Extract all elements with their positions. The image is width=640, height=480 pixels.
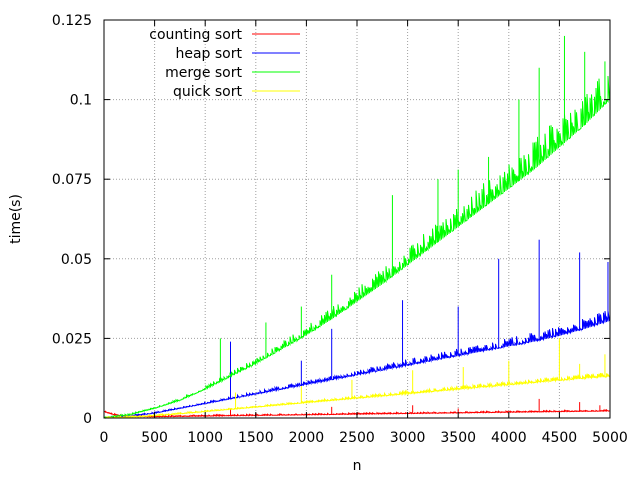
legend-item-quick-sort: quick sort (173, 84, 300, 100)
series-quick-sort (103, 338, 610, 419)
series-line-counting-sort (103, 408, 610, 418)
x-axis-label: n (353, 458, 362, 474)
x-tick-label: 3500 (440, 430, 476, 446)
tick-labels: 0 500 1000 1500 2000 2500 3000 3500 4000 4500 5000… (52, 13, 628, 446)
series-line-merge-sort (103, 75, 610, 419)
x-tick-label: 2000 (289, 430, 325, 446)
series-merge-sort (103, 35, 610, 419)
legend-label: merge sort (165, 65, 242, 81)
series-counting-sort (103, 398, 610, 418)
y-tick-label: 0.125 (52, 13, 92, 29)
y-tick-label: 0.1 (70, 93, 92, 109)
y-tick-label: 0 (83, 411, 92, 427)
x-tick-label: 5000 (592, 430, 628, 446)
series-line-quick-sort (103, 372, 610, 419)
x-tick-label: 1500 (238, 430, 274, 446)
y-tick-label: 0.075 (52, 172, 92, 188)
legend-item-counting-sort: counting sort (149, 27, 300, 43)
y-tick-label: 0.05 (61, 252, 92, 268)
x-tick-label: 4500 (542, 430, 578, 446)
series-layer (103, 35, 610, 419)
legend: counting sort heap sort merge sort quick so… (149, 27, 300, 100)
x-tick-label: 500 (141, 430, 168, 446)
x-tick-label: 4000 (491, 430, 527, 446)
x-tick-label: 1000 (187, 430, 223, 446)
series-heap-sort (103, 239, 610, 419)
series-line-heap-sort (103, 310, 610, 419)
legend-item-merge-sort: merge sort (165, 65, 300, 81)
x-tick-label: 0 (100, 430, 109, 446)
y-tick-label: 0.025 (52, 331, 92, 347)
legend-item-heap-sort: heap sort (175, 46, 300, 62)
x-tick-label: 2500 (339, 430, 375, 446)
y-axis-label: time(s) (8, 194, 24, 244)
legend-label: heap sort (175, 46, 242, 62)
ticks (103, 19, 611, 419)
legend-label: quick sort (173, 84, 243, 100)
legend-label: counting sort (149, 27, 242, 43)
x-tick-label: 3000 (390, 430, 426, 446)
